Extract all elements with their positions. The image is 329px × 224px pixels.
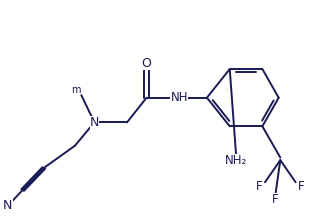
Text: F: F xyxy=(272,193,279,206)
Text: N: N xyxy=(3,199,13,212)
Text: O: O xyxy=(141,57,151,70)
Text: m: m xyxy=(71,85,80,95)
Text: NH₂: NH₂ xyxy=(225,154,247,167)
Text: F: F xyxy=(256,180,263,193)
Text: F: F xyxy=(298,180,305,193)
Text: N: N xyxy=(90,116,99,129)
Text: NH: NH xyxy=(170,91,188,104)
